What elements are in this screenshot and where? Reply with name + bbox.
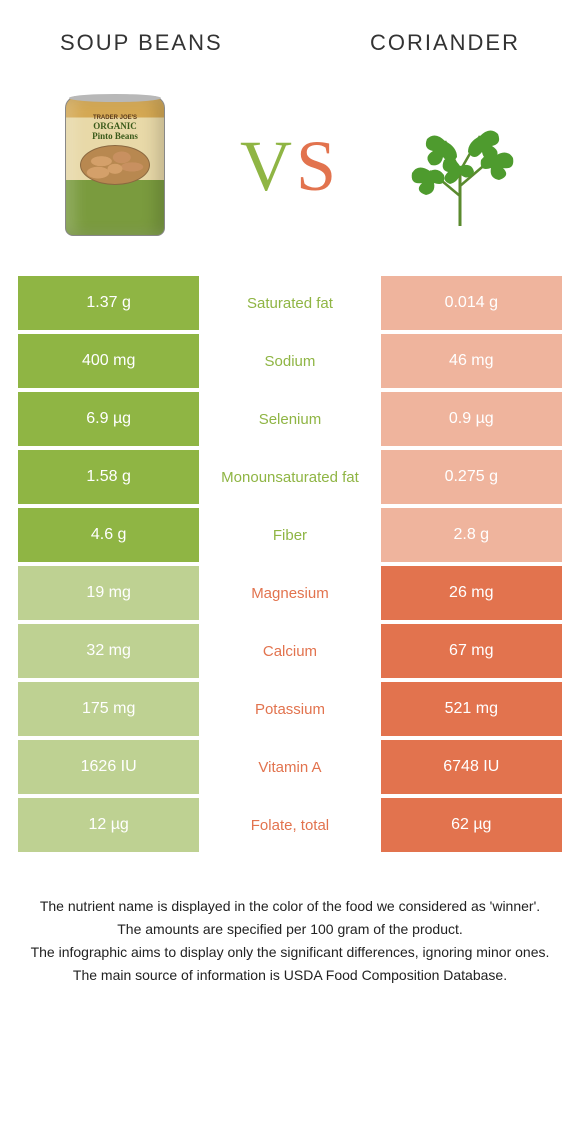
right-value: 521 mg: [381, 682, 562, 736]
left-food-title: Soup beans: [60, 30, 223, 56]
footnote-line: The nutrient name is displayed in the co…: [30, 896, 550, 917]
right-value: 2.8 g: [381, 508, 562, 562]
right-value: 6748 IU: [381, 740, 562, 794]
table-row: 12 µgFolate, total62 µg: [18, 798, 562, 852]
table-row: 19 mgMagnesium26 mg: [18, 566, 562, 620]
nutrient-label: Saturated fat: [199, 276, 380, 330]
table-row: 32 mgCalcium67 mg: [18, 624, 562, 678]
comparison-table: 1.37 gSaturated fat0.014 g400 mgSodium46…: [0, 276, 580, 852]
right-value: 26 mg: [381, 566, 562, 620]
right-food-title: Coriander: [370, 30, 520, 56]
nutrient-label: Magnesium: [199, 566, 380, 620]
left-value: 1.37 g: [18, 276, 199, 330]
left-value: 4.6 g: [18, 508, 199, 562]
footnote-line: The main source of information is USDA F…: [30, 965, 550, 986]
vs-label: VS: [240, 125, 340, 208]
nutrient-label: Calcium: [199, 624, 380, 678]
nutrient-label: Sodium: [199, 334, 380, 388]
footnote-line: The infographic aims to display only the…: [30, 942, 550, 963]
nutrient-label: Potassium: [199, 682, 380, 736]
table-row: 1.58 gMonounsaturated fat0.275 g: [18, 450, 562, 504]
left-value: 19 mg: [18, 566, 199, 620]
right-value: 0.9 µg: [381, 392, 562, 446]
table-row: 1626 IUVitamin A6748 IU: [18, 740, 562, 794]
table-row: 400 mgSodium46 mg: [18, 334, 562, 388]
nutrient-label: Selenium: [199, 392, 380, 446]
right-value: 62 µg: [381, 798, 562, 852]
left-value: 1.58 g: [18, 450, 199, 504]
nutrient-label: Fiber: [199, 508, 380, 562]
vs-v-letter: V: [240, 126, 296, 206]
footnotes: The nutrient name is displayed in the co…: [0, 856, 580, 1008]
left-value: 400 mg: [18, 334, 199, 388]
right-value: 67 mg: [381, 624, 562, 678]
header: Soup beans Coriander: [0, 0, 580, 66]
vs-s-letter: S: [296, 126, 340, 206]
can-line1-text: ORGANIC: [93, 121, 137, 131]
left-value: 12 µg: [18, 798, 199, 852]
beans-can-icon: TRADER JOE'S ORGANIC Pinto Beans: [65, 96, 165, 236]
right-value: 0.014 g: [381, 276, 562, 330]
right-value: 0.275 g: [381, 450, 562, 504]
coriander-icon: [390, 101, 540, 231]
soup-beans-image: TRADER JOE'S ORGANIC Pinto Beans: [40, 86, 190, 246]
left-value: 32 mg: [18, 624, 199, 678]
right-value: 46 mg: [381, 334, 562, 388]
footnote-line: The amounts are specified per 100 gram o…: [30, 919, 550, 940]
hero-row: TRADER JOE'S ORGANIC Pinto Beans VS: [0, 66, 580, 276]
nutrient-label: Folate, total: [199, 798, 380, 852]
can-beans-graphic: [80, 145, 150, 185]
table-row: 1.37 gSaturated fat0.014 g: [18, 276, 562, 330]
table-row: 6.9 µgSelenium0.9 µg: [18, 392, 562, 446]
left-value: 175 mg: [18, 682, 199, 736]
coriander-image: [390, 86, 540, 246]
table-row: 175 mgPotassium521 mg: [18, 682, 562, 736]
left-value: 6.9 µg: [18, 392, 199, 446]
table-row: 4.6 gFiber2.8 g: [18, 508, 562, 562]
left-value: 1626 IU: [18, 740, 199, 794]
nutrient-label: Monounsaturated fat: [199, 450, 380, 504]
nutrient-label: Vitamin A: [199, 740, 380, 794]
can-line2-text: Pinto Beans: [92, 131, 138, 141]
